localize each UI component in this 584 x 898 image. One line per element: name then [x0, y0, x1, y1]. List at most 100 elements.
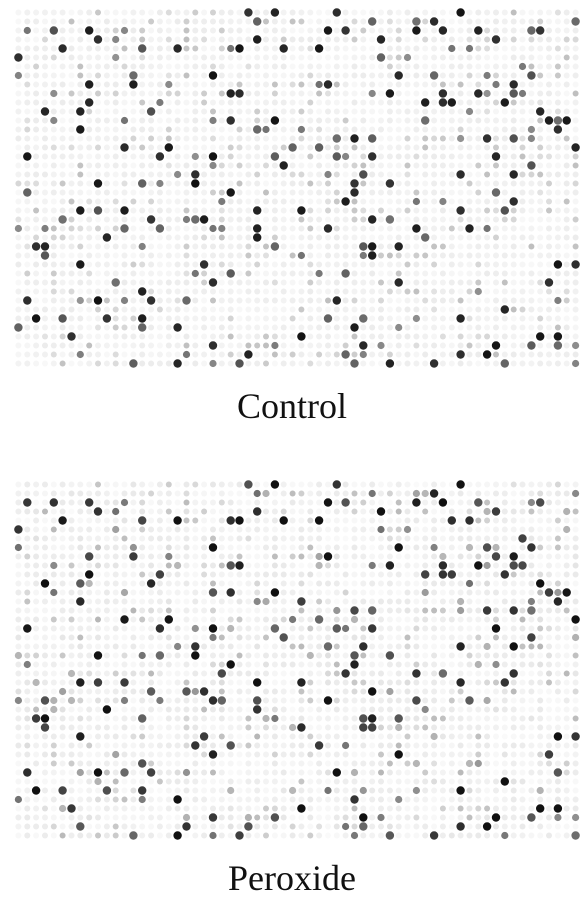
array-spot — [307, 225, 314, 232]
array-spot — [554, 54, 561, 61]
array-spot — [413, 252, 420, 259]
array-spot — [307, 297, 314, 304]
array-spot — [509, 561, 518, 570]
array-spot — [59, 288, 66, 295]
array-spot — [210, 171, 216, 178]
array-spot — [325, 481, 331, 488]
array-spot — [156, 18, 163, 25]
array-spot — [333, 198, 340, 205]
array-spot — [95, 271, 101, 277]
array-spot — [148, 589, 155, 596]
array-spot — [280, 661, 287, 668]
array-spot — [404, 72, 411, 79]
array-spot — [572, 90, 579, 97]
array-spot — [448, 198, 455, 205]
array-spot — [236, 661, 243, 668]
array-spot — [536, 498, 545, 507]
array-spot — [228, 64, 234, 70]
array-spot — [33, 117, 40, 124]
array-spot — [254, 770, 260, 776]
array-spot — [527, 161, 536, 170]
array-spot — [121, 760, 128, 767]
array-spot — [15, 806, 21, 812]
array-spot — [68, 589, 75, 596]
array-spot — [77, 544, 84, 551]
array-spot — [395, 499, 402, 506]
array-spot — [24, 262, 30, 268]
array-spot — [351, 99, 358, 106]
array-spot — [50, 598, 57, 605]
array-spot — [342, 679, 349, 686]
array-spot — [112, 643, 119, 650]
array-spot — [263, 315, 269, 322]
array-spot — [24, 333, 31, 340]
array-spot — [210, 724, 216, 731]
array-spot — [431, 679, 438, 686]
array-spot — [245, 306, 252, 313]
array-spot — [86, 769, 93, 776]
array-spot — [360, 652, 367, 659]
array-spot — [572, 341, 580, 350]
array-spot — [139, 351, 146, 358]
array-spot — [536, 804, 545, 813]
array-spot — [448, 162, 455, 169]
array-spot — [254, 544, 261, 551]
array-spot — [333, 490, 340, 497]
array-spot — [86, 333, 93, 340]
array-spot — [413, 527, 419, 533]
array-spot — [307, 117, 314, 124]
array-spot — [555, 509, 561, 515]
array-spot — [501, 216, 508, 223]
array-spot — [546, 18, 552, 25]
array-spot — [493, 243, 499, 250]
array-spot — [148, 126, 155, 133]
array-spot — [448, 252, 455, 259]
array-spot — [386, 580, 393, 587]
array-spot — [553, 341, 563, 350]
array-spot — [528, 189, 535, 196]
array-spot — [378, 500, 384, 506]
array-spot — [563, 99, 570, 106]
array-spot — [122, 352, 128, 358]
array-spot — [563, 616, 570, 623]
array-spot — [279, 161, 288, 170]
array-spot — [528, 333, 535, 340]
array-spot — [351, 490, 358, 497]
array-spot — [192, 45, 199, 52]
array-spot — [156, 535, 163, 542]
array-spot — [121, 72, 128, 79]
array-spot — [210, 571, 216, 578]
array-spot — [201, 153, 208, 160]
array-spot — [413, 270, 420, 277]
array-spot — [24, 243, 31, 250]
array-spot — [341, 498, 350, 507]
array-spot — [448, 153, 455, 160]
array-spot — [148, 360, 155, 367]
array-spot — [42, 679, 48, 686]
array-spot — [422, 189, 429, 196]
array-spot — [121, 607, 128, 614]
array-spot — [351, 279, 358, 286]
array-spot — [95, 527, 101, 533]
array-spot — [270, 624, 280, 633]
array-spot — [245, 190, 251, 196]
array-spot — [449, 554, 455, 560]
array-spot — [491, 35, 501, 44]
array-spot — [156, 261, 163, 268]
array-spot — [112, 9, 119, 16]
array-spot — [33, 234, 40, 241]
array-spot — [404, 661, 411, 668]
array-spot — [68, 616, 75, 623]
array-spot — [280, 216, 287, 223]
array-spot — [519, 490, 526, 497]
array-spot — [394, 750, 403, 759]
array-spot — [431, 706, 438, 713]
array-spot — [184, 761, 190, 767]
array-spot — [33, 688, 40, 695]
array-spot — [439, 661, 446, 668]
array-spot — [431, 9, 438, 16]
array-spot — [351, 499, 358, 506]
array-spot — [466, 508, 473, 515]
array-spot — [386, 607, 393, 614]
array-spot — [121, 571, 128, 578]
